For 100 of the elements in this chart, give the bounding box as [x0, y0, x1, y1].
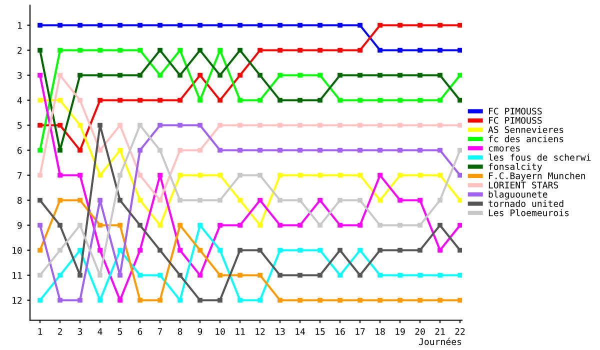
point [58, 122, 62, 128]
point [138, 148, 142, 153]
point [378, 22, 382, 28]
point [278, 222, 282, 228]
point [198, 98, 202, 103]
point [298, 248, 302, 253]
point [418, 72, 422, 78]
point [138, 172, 142, 178]
point [238, 172, 242, 178]
point [298, 122, 302, 128]
y-tick-label: 2 [18, 47, 22, 54]
legend-label: Les Ploemeurois [488, 209, 569, 216]
point [458, 222, 462, 228]
x-tick-label: 3 [78, 328, 82, 335]
point [438, 122, 442, 128]
point [138, 22, 142, 28]
point [338, 298, 342, 303]
point [98, 172, 102, 178]
point [118, 198, 122, 203]
point [58, 72, 62, 78]
point [58, 222, 62, 228]
legend-label: tornado united [488, 200, 564, 207]
x-tick-label: 4 [98, 328, 102, 335]
point [278, 148, 282, 153]
point [438, 98, 442, 103]
point [338, 272, 342, 278]
point [38, 272, 42, 278]
point [378, 222, 382, 228]
point [238, 272, 242, 278]
x-tick-label: 20 [415, 328, 425, 335]
point [238, 22, 242, 28]
point [278, 72, 282, 78]
point [278, 48, 282, 53]
point [258, 222, 262, 228]
point [458, 272, 462, 278]
point [238, 122, 242, 128]
legend-label: les fous de scherwi [488, 154, 591, 161]
x-tick-label: 12 [256, 328, 265, 335]
point [138, 122, 142, 128]
point [118, 48, 122, 53]
point [178, 172, 182, 178]
point [318, 298, 322, 303]
point [378, 248, 382, 253]
point [78, 22, 82, 28]
point [318, 122, 322, 128]
point [38, 98, 42, 103]
point [358, 272, 362, 278]
point [58, 48, 62, 53]
point [218, 172, 222, 178]
point [158, 98, 162, 103]
point [438, 198, 442, 203]
point [418, 172, 422, 178]
point [118, 248, 122, 253]
point [438, 22, 442, 28]
x-tick-label: 19 [396, 328, 405, 335]
point [198, 198, 202, 203]
point [298, 172, 302, 178]
point [418, 122, 422, 128]
x-tick-label: 14 [296, 328, 306, 335]
point [278, 272, 282, 278]
point [418, 48, 422, 53]
point [418, 22, 422, 28]
point [78, 172, 82, 178]
x-tick-label: 22 [455, 328, 465, 335]
point [178, 148, 182, 153]
point [258, 122, 262, 128]
point [398, 72, 402, 78]
point [458, 198, 462, 203]
x-tick-label: 9 [198, 328, 202, 335]
point [138, 272, 142, 278]
point [98, 122, 102, 128]
legend-label: AS Sennevieres [488, 126, 564, 134]
point [118, 298, 122, 303]
point [198, 272, 202, 278]
point [318, 148, 322, 153]
point [418, 298, 422, 303]
point [258, 22, 262, 28]
point [78, 272, 82, 278]
y-tick-label: 9 [17, 222, 22, 229]
point [198, 222, 202, 228]
point [218, 148, 222, 153]
point [238, 222, 242, 228]
point [158, 172, 162, 178]
point [298, 22, 302, 28]
point [258, 148, 262, 153]
y-tick-label: 10 [12, 247, 22, 254]
x-tick-label: 1 [38, 328, 42, 335]
point [218, 298, 222, 303]
point [78, 198, 82, 203]
point [318, 198, 322, 203]
point [418, 222, 422, 228]
point [378, 122, 382, 128]
x-axis-title: Journées [419, 338, 462, 346]
point [338, 248, 342, 253]
point [78, 248, 82, 253]
point [58, 22, 62, 28]
point [278, 122, 282, 128]
legend-label: FC PIMOUSS [489, 108, 542, 115]
x-tick-label: 2 [58, 328, 62, 335]
point [178, 222, 182, 228]
